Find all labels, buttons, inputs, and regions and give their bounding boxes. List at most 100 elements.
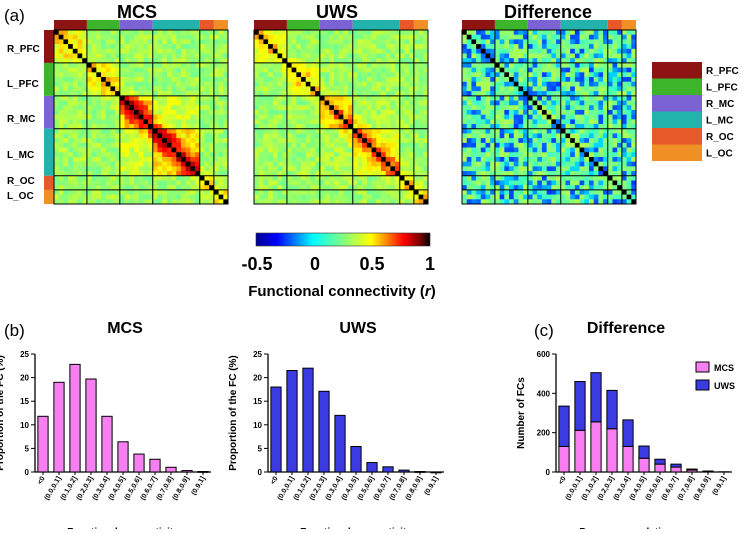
heatmap-cell [96, 68, 101, 73]
heatmap-cell [400, 54, 405, 59]
heatmap-cell [376, 148, 381, 153]
heatmap-cell [339, 110, 344, 115]
heatmap-cell [219, 72, 224, 77]
heatmap-cell [509, 115, 514, 120]
heatmap-cell [139, 72, 144, 77]
heatmap-cell [343, 101, 348, 106]
heatmap-cell [570, 110, 575, 115]
heatmap-cell [329, 77, 334, 82]
heatmap-cell [339, 148, 344, 153]
heatmap-cell [575, 39, 580, 44]
heatmap-cell [125, 30, 130, 35]
heatmap-cell [143, 152, 148, 157]
heatmap-cell [476, 162, 481, 167]
heatmap-cell [462, 119, 467, 124]
heatmap-cell [353, 115, 358, 120]
heatmap-cell [404, 119, 409, 124]
heatmap-cell [386, 101, 391, 106]
heatmap-cell [509, 133, 514, 138]
heatmap-cell [612, 54, 617, 59]
heatmap-cell [120, 54, 125, 59]
bar-chart-mcs: MCS0510152025<0(0.0,0.1](0.1,0.2](0.2,0.… [0, 320, 211, 529]
heatmap-cell [129, 195, 134, 200]
heatmap-cell [214, 49, 219, 54]
heatmap-cell [376, 35, 381, 40]
heatmap-cell [514, 115, 519, 120]
heatmap-cell [157, 82, 162, 87]
heatmap-cell [486, 162, 491, 167]
heatmap-cell [214, 72, 219, 77]
heatmap-cell [176, 190, 181, 195]
heatmap-cell [533, 72, 538, 77]
heatmap-cell [54, 77, 59, 82]
heatmap-cell [471, 195, 476, 200]
heatmap-cell [518, 49, 523, 54]
heatmap-cell [301, 105, 306, 110]
heatmap-cell [325, 39, 330, 44]
heatmap-cell [204, 77, 209, 82]
heatmap-cell [467, 30, 472, 35]
heatmap-cell [367, 143, 372, 148]
heatmap-cell [254, 143, 259, 148]
heatmap-cell [254, 138, 259, 143]
heatmap-cell [343, 63, 348, 68]
heatmap-cell [92, 190, 97, 195]
heatmap-cell [551, 152, 556, 157]
heatmaps-group [44, 20, 636, 204]
heatmap-cell [504, 68, 509, 73]
heatmap-cell [172, 101, 177, 106]
heatmap-cell [334, 166, 339, 171]
heatmap-cell [589, 77, 594, 82]
heatmap-cell [92, 115, 97, 120]
heatmap-cell [167, 110, 172, 115]
heatmap-cell [320, 30, 325, 35]
heatmap-cell [565, 148, 570, 153]
heatmap-cell [325, 101, 330, 106]
heatmap-cell [292, 39, 297, 44]
heatmap-cell [87, 180, 92, 185]
heatmap-cell [268, 39, 273, 44]
heatmap-cell [343, 176, 348, 181]
heatmap-cell [561, 72, 566, 77]
heatmap-cell [63, 166, 68, 171]
heatmap-cell [296, 190, 301, 195]
heatmap-cell [390, 157, 395, 162]
heatmap-cell [495, 54, 500, 59]
heatmap-cell [598, 68, 603, 73]
heatmap-cell [63, 176, 68, 181]
heatmap-cell [570, 138, 575, 143]
heatmap-cell [518, 162, 523, 167]
heatmap-cell [278, 190, 283, 195]
heatmap-cell [301, 68, 306, 73]
heatmap-cell [204, 138, 209, 143]
region-legend-label: L_MC [706, 116, 733, 127]
heatmap-cell [467, 119, 472, 124]
heatmap-cell [92, 82, 97, 87]
heatmap-cell [372, 49, 377, 54]
heatmap-cell [219, 180, 224, 185]
heatmap-cell [589, 39, 594, 44]
heatmap-cell [509, 129, 514, 134]
heatmap-cell [486, 105, 491, 110]
heatmap-cell [486, 166, 491, 171]
heatmap-cell [481, 148, 486, 153]
heatmap-cell [565, 195, 570, 200]
heatmap-cell [329, 110, 334, 115]
heatmap-cell [386, 176, 391, 181]
heatmap-cell [414, 110, 419, 115]
heatmap-cell [584, 44, 589, 49]
heatmap-cell [106, 82, 111, 87]
heatmap-cell [381, 63, 386, 68]
heatmap-cell [186, 63, 191, 68]
heatmap-cell [584, 35, 589, 40]
heatmap-cell [509, 152, 514, 157]
heatmap-cell [570, 166, 575, 171]
heatmap-cell [504, 190, 509, 195]
heatmap-cell [598, 110, 603, 115]
heatmap-cell [214, 162, 219, 167]
heatmap-cell [467, 86, 472, 91]
region-strip-top [254, 20, 287, 30]
heatmap-cell [120, 72, 125, 77]
heatmap-cell [598, 115, 603, 120]
heatmap-cell [96, 152, 101, 157]
